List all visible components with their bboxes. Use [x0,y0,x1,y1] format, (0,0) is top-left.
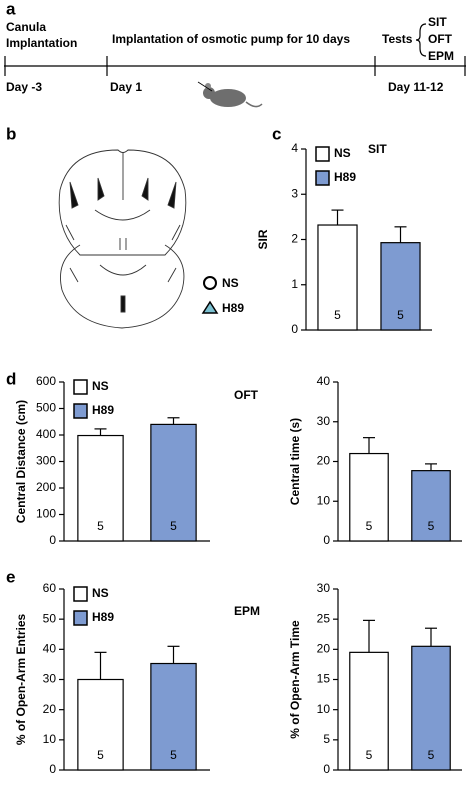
legend-label: H89 [222,301,244,315]
tests-label: Tests [382,32,413,46]
n-label: 5 [97,748,104,762]
day-label: Day 11-12 [388,80,444,94]
bar [349,651,389,771]
y-axis-label: Central Distance (cm) [14,400,28,523]
day-label: Day 1 [110,80,142,94]
y-tick-label: 15 [317,672,331,686]
n-label: 5 [334,308,341,322]
mouse-icon [197,81,263,108]
y-tick-label: 500 [36,401,56,415]
y-tick-label: 600 [36,374,56,388]
legend-label: NS [222,276,239,290]
panel-letter: c [272,124,281,143]
timeline: Canula Implantation Implantation of osmo… [4,15,466,108]
y-tick-label: 1 [291,277,298,291]
y-axis-label: % of Open-Arm Time [288,620,302,739]
legend-label: NS [92,379,109,393]
legend-label: H89 [334,170,356,184]
legend-label: H89 [92,610,114,624]
y-tick-label: 5 [323,732,330,746]
n-label: 5 [428,748,435,762]
legend-swatch [73,586,88,602]
day-label: Day -3 [6,80,42,94]
y-tick-label: 3 [291,186,298,200]
y-tick-label: 300 [36,454,56,468]
y-tick-label: 20 [317,454,331,468]
y-axis-label: Central time (s) [288,418,302,505]
test-name: EPM [428,49,454,63]
bar [77,678,124,771]
panel-letter: a [6,0,16,18]
y-tick-label: 25 [317,611,331,625]
brace [415,23,427,57]
y-tick-label: 40 [317,374,331,388]
y-tick-label: 20 [43,702,57,716]
bar [380,242,421,331]
legend-marker [201,300,219,314]
y-tick-label: 200 [36,480,56,494]
y-tick-label: 20 [317,642,331,656]
n-label: 5 [397,308,404,322]
y-tick-label: 50 [43,611,57,625]
test-name: OFT [428,32,453,46]
n-label: 5 [97,519,104,533]
test-name: SIT [428,15,447,29]
timeline-event: Canula [6,20,46,34]
y-tick-label: 10 [43,732,57,746]
legend-swatch [73,403,88,419]
panel-letter: d [6,369,16,388]
n-label: 5 [366,519,373,533]
bar [150,662,197,771]
n-label: 5 [366,748,373,762]
legend-marker [203,276,217,290]
legend-label: H89 [92,403,114,417]
panel-letter: e [6,567,15,586]
chart-title: EPM [234,604,260,618]
bar [150,423,197,542]
y-tick-label: 60 [43,581,57,595]
timeline-event: Implantation of osmotic pump for 10 days [112,32,350,46]
panel-letter: b [6,124,16,143]
legend-swatch [73,379,88,395]
y-axis-label: SIR [256,229,270,249]
y-tick-label: 40 [43,642,57,656]
y-tick-label: 0 [49,533,56,547]
legend-swatch [73,610,88,626]
n-label: 5 [170,748,177,762]
n-label: 5 [428,519,435,533]
y-tick-label: 100 [36,507,56,521]
legend-label: NS [334,146,351,160]
chart-title: OFT [234,388,259,402]
y-tick-label: 30 [43,672,57,686]
y-axis-label: % of Open-Arm Entries [14,614,28,746]
legend-label: NS [92,586,109,600]
bar [411,645,451,771]
n-label: 5 [170,519,177,533]
bar [77,434,124,542]
y-tick-label: 30 [317,581,331,595]
legend-swatch [315,146,330,162]
legend-swatch [315,170,330,186]
bar [317,224,358,331]
y-tick-label: 10 [317,702,331,716]
y-tick-label: 0 [323,533,330,547]
timeline-event: Implantation [6,36,77,50]
bar [411,470,451,542]
brain-diagram [58,149,187,329]
y-tick-label: 2 [291,232,298,246]
y-tick-label: 0 [323,762,330,776]
y-tick-label: 30 [317,414,331,428]
y-tick-label: 0 [291,322,298,336]
bar [349,452,389,542]
y-tick-label: 10 [317,493,331,507]
chart-title: SIT [368,142,387,156]
y-tick-label: 400 [36,427,56,441]
y-tick-label: 4 [291,141,298,155]
y-tick-label: 0 [49,762,56,776]
